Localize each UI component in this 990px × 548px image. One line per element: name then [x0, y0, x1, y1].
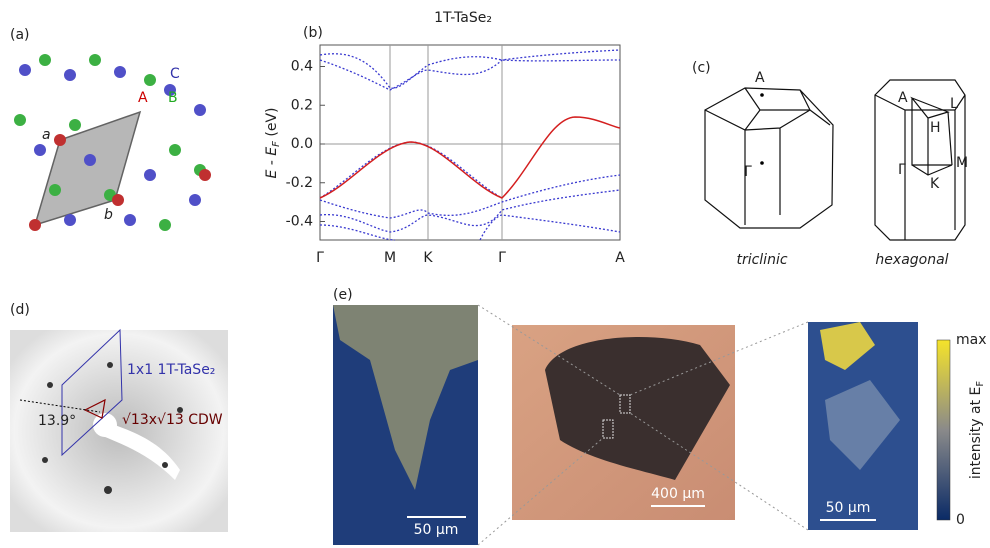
- y-axis-label-part: E - E: [264, 147, 280, 179]
- atom-label: B: [168, 90, 178, 106]
- figure: (a) A B C a b (b) 1T-TaSe₂ E - EF (eV) (…: [0, 0, 990, 548]
- y-tick-label: 0.2: [291, 97, 313, 113]
- x-tick-label: Γ: [316, 250, 324, 266]
- point-label: H: [930, 120, 941, 136]
- point-label: L: [950, 96, 958, 112]
- y-tick-label: 0.4: [291, 59, 313, 75]
- colorbar-label: max: [956, 332, 987, 348]
- brillouin-zones: [705, 80, 965, 240]
- panel-label: (d): [10, 302, 30, 318]
- colorbar-title-part: intensity at E: [968, 387, 984, 480]
- scale-label: 400 µm: [651, 486, 705, 502]
- leed-image: [10, 330, 228, 532]
- point-label: M: [956, 155, 968, 171]
- scale-label: 50 µm: [826, 500, 871, 516]
- caption: hexagonal: [875, 252, 948, 268]
- point-label: Γ: [898, 162, 906, 178]
- y-axis-label: E - EF (eV): [264, 108, 282, 179]
- panel-label: (b): [303, 25, 323, 41]
- x-tick-label: Γ: [498, 250, 506, 266]
- vector-label: b: [104, 207, 113, 223]
- panel-label: (e): [333, 287, 353, 303]
- band-plot: [320, 45, 620, 240]
- annotation: 13.9°: [38, 413, 76, 429]
- x-tick-label: A: [615, 250, 625, 266]
- panel-label: (a): [10, 27, 30, 43]
- plot-title: 1T-TaSe₂: [434, 10, 492, 26]
- atom-label: A: [138, 90, 148, 106]
- point-label: K: [930, 176, 940, 192]
- caption: triclinic: [736, 252, 787, 268]
- annotation: √13x√13 CDW: [122, 412, 223, 428]
- point-label: Γ: [744, 164, 752, 180]
- colorbar-label: 0: [956, 512, 965, 528]
- point-label: A: [755, 70, 765, 86]
- y-tick-label: -0.2: [286, 175, 313, 191]
- colorbar-title: intensity at EF: [968, 381, 986, 480]
- y-axis-label-part: (eV): [264, 108, 280, 142]
- scale-label: 50 µm: [414, 522, 459, 538]
- annotation: 1x1 1T-TaSe₂: [127, 362, 215, 378]
- x-tick-label: K: [423, 250, 433, 266]
- x-tick-label: M: [384, 250, 396, 266]
- y-tick-label: 0.0: [291, 136, 313, 152]
- point-label: A: [898, 90, 908, 106]
- panel-label: (c): [692, 60, 711, 76]
- y-tick-label: -0.4: [286, 214, 313, 230]
- colorbar-title-part: F: [975, 381, 986, 387]
- vector-label: a: [42, 127, 51, 143]
- atom-label: C: [170, 66, 180, 82]
